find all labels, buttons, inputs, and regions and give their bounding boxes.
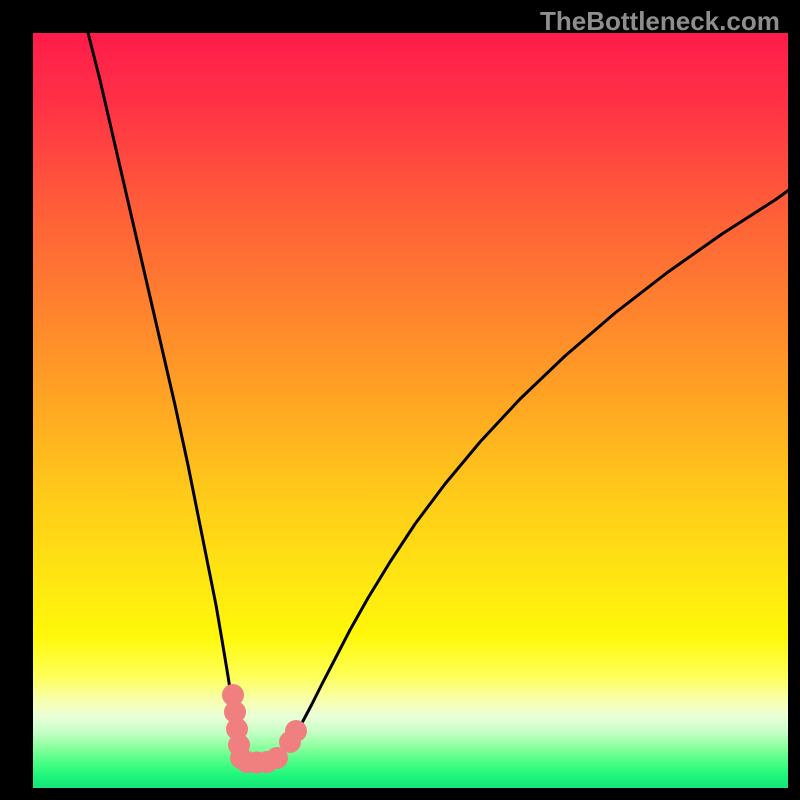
data-marker xyxy=(285,720,307,742)
curve-layer xyxy=(0,0,800,800)
bottleneck-curve xyxy=(83,13,800,763)
watermark-text: TheBottleneck.com xyxy=(540,6,780,37)
